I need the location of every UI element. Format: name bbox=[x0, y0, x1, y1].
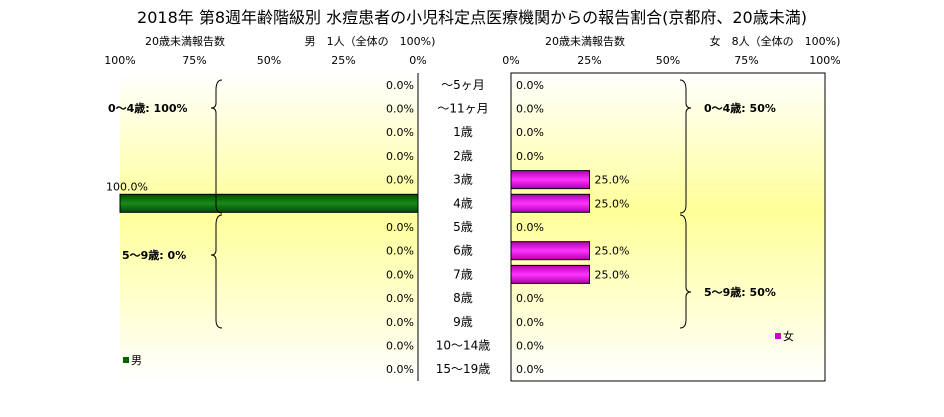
male-group-5-9: 5～9歳: 0% bbox=[122, 248, 186, 262]
female-data-label: 25.0% bbox=[595, 174, 630, 187]
female-plot-area bbox=[510, 72, 826, 382]
male-plot-area bbox=[120, 73, 418, 381]
male-data-label: 0.0% bbox=[386, 268, 414, 281]
male-data-label: 0.0% bbox=[386, 292, 414, 305]
category-label: 1歳 bbox=[453, 125, 473, 139]
female-data-label: 0.0% bbox=[516, 103, 544, 116]
male-data-label: 0.0% bbox=[386, 221, 414, 234]
female-bar bbox=[510, 193, 590, 213]
category-label: 3歳 bbox=[453, 173, 473, 187]
male-data-label: 0.0% bbox=[386, 316, 414, 329]
category-label: ～5ヶ月 bbox=[441, 78, 485, 92]
female-tick-label: 50% bbox=[656, 54, 680, 67]
female-tick-label: 100% bbox=[809, 54, 840, 67]
female-data-label: 0.0% bbox=[516, 339, 544, 352]
category-label: 7歳 bbox=[453, 267, 473, 281]
female-data-label: 0.0% bbox=[516, 292, 544, 305]
female-header: 女 8人（全体の 100%) bbox=[710, 34, 841, 48]
male-data-label: 0.0% bbox=[386, 174, 414, 187]
female-brace-5-9 bbox=[679, 214, 692, 329]
female-axis-label: 20歳未満報告数 bbox=[545, 35, 625, 48]
male-bar bbox=[119, 193, 419, 213]
chart-title: 2018年 第8週年齢階級別 水痘患者の小児科定点医療機関からの報告割合(京都府… bbox=[137, 8, 807, 27]
category-label: 8歳 bbox=[453, 291, 473, 305]
male-brace-0-4 bbox=[210, 79, 223, 214]
female-group-0-4: 0～4歳: 50% bbox=[704, 101, 776, 115]
category-label: 4歳 bbox=[453, 196, 473, 210]
female-tick-label: 0% bbox=[502, 54, 519, 67]
category-label: 2歳 bbox=[453, 149, 473, 163]
male-data-label: 0.0% bbox=[386, 339, 414, 352]
female-bar bbox=[510, 264, 590, 284]
male-tick-label: 75% bbox=[182, 54, 206, 67]
female-data-label: 25.0% bbox=[595, 245, 630, 258]
female-data-label: 0.0% bbox=[516, 126, 544, 139]
female-bar bbox=[510, 241, 590, 261]
category-label: 6歳 bbox=[453, 244, 473, 258]
male-legend-label: 男 bbox=[131, 354, 142, 367]
female-data-label: 25.0% bbox=[595, 197, 630, 210]
female-group-5-9: 5～9歳: 50% bbox=[704, 285, 776, 299]
male-data-label: 100.0% bbox=[106, 180, 148, 193]
female-tick-label: 75% bbox=[734, 54, 758, 67]
female-brace-0-4 bbox=[679, 79, 692, 214]
female-data-label: 0.0% bbox=[516, 363, 544, 376]
male-header: 男 1人（全体の 100%) bbox=[305, 34, 436, 48]
male-tick-label: 100% bbox=[104, 54, 135, 67]
female-data-label: 25.0% bbox=[595, 268, 630, 281]
female-data-label: 0.0% bbox=[516, 221, 544, 234]
category-label: 15～19歳 bbox=[436, 362, 491, 376]
male-tick-label: 0% bbox=[409, 54, 426, 67]
male-tick-label: 50% bbox=[257, 54, 281, 67]
female-data-label: 0.0% bbox=[516, 316, 544, 329]
female-legend-label: 女 bbox=[783, 329, 794, 343]
category-label: 5歳 bbox=[453, 220, 473, 234]
male-tick-label: 25% bbox=[331, 54, 355, 67]
female-data-label: 0.0% bbox=[516, 79, 544, 92]
female-bar bbox=[510, 170, 590, 190]
male-data-label: 0.0% bbox=[386, 150, 414, 163]
female-legend-swatch bbox=[775, 333, 781, 339]
male-brace-5-9 bbox=[210, 214, 223, 329]
female-data-label: 0.0% bbox=[516, 150, 544, 163]
male-data-label: 0.0% bbox=[386, 79, 414, 92]
female-tick-label: 25% bbox=[577, 54, 601, 67]
male-axis-label: 20歳未満報告数 bbox=[145, 35, 225, 48]
category-label: ～11ヶ月 bbox=[437, 102, 488, 116]
male-data-label: 0.0% bbox=[386, 126, 414, 139]
male-legend-swatch bbox=[123, 357, 129, 363]
male-data-label: 0.0% bbox=[386, 245, 414, 258]
male-group-0-4: 0～4歳: 100% bbox=[108, 101, 188, 115]
category-label: 9歳 bbox=[453, 315, 473, 329]
male-data-label: 0.0% bbox=[386, 363, 414, 376]
male-data-label: 0.0% bbox=[386, 103, 414, 116]
category-label: 10～14歳 bbox=[436, 338, 491, 352]
